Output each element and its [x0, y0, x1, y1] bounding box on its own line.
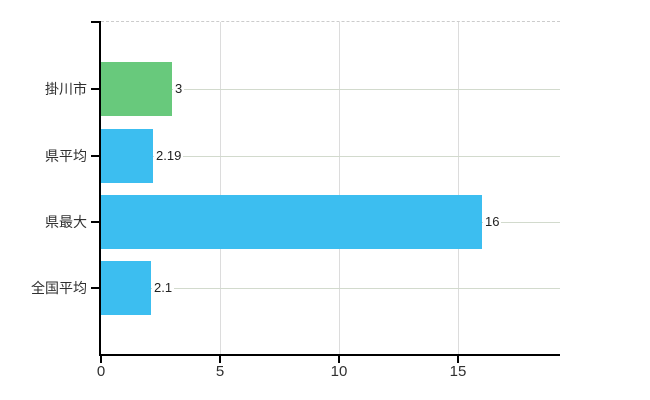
category-label: 全国平均 [31, 280, 87, 296]
bar [101, 195, 482, 249]
vertical-gridline [458, 22, 459, 354]
y-axis-top-tick [91, 21, 99, 23]
category-tick [91, 221, 99, 223]
category-gridline [101, 156, 560, 157]
x-axis-line [99, 354, 560, 356]
bar-value-label: 16 [483, 214, 502, 230]
x-tick [338, 356, 340, 363]
category-label: 県最大 [45, 214, 87, 230]
category-gridline [101, 288, 560, 289]
x-tick [100, 356, 102, 363]
x-tick [457, 356, 459, 363]
category-tick [91, 287, 99, 289]
bar-value-label: 2.19 [154, 148, 184, 164]
x-tick-label: 15 [449, 363, 467, 380]
x-tick-label: 0 [96, 363, 106, 380]
bar [101, 62, 172, 116]
x-tick-label: 10 [330, 363, 348, 380]
vertical-gridline [220, 22, 221, 354]
category-gridline [101, 89, 560, 90]
vertical-gridline [339, 22, 340, 354]
bar-value-label: 3 [173, 81, 185, 97]
category-label: 掛川市 [45, 81, 87, 97]
x-tick [219, 356, 221, 363]
category-tick [91, 155, 99, 157]
category-label: 県平均 [45, 148, 87, 164]
y-axis-line [99, 21, 101, 356]
bar [101, 261, 151, 315]
x-tick-label: 5 [215, 363, 225, 380]
bar-value-label: 2.1 [152, 280, 175, 296]
plot-top-border [101, 21, 560, 22]
category-tick [91, 88, 99, 90]
bar [101, 129, 153, 183]
